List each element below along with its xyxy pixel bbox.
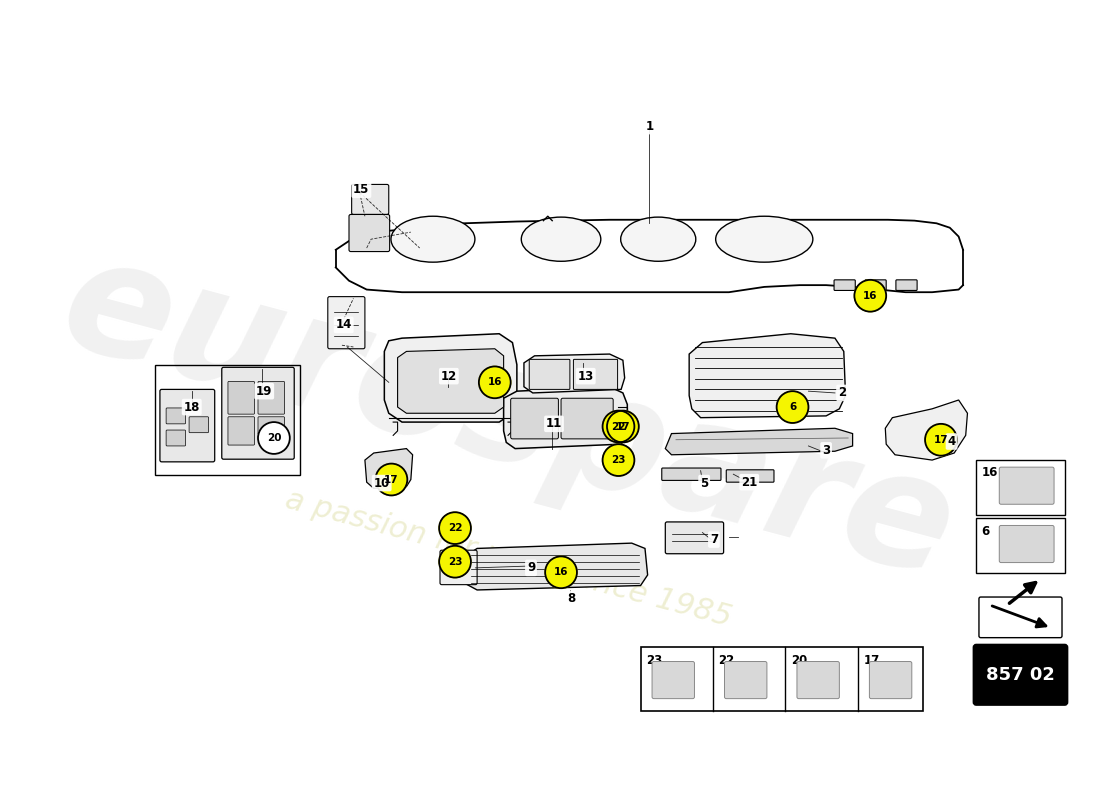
Text: 10: 10 (374, 477, 389, 490)
Text: 9: 9 (527, 562, 535, 574)
Circle shape (375, 464, 407, 495)
Circle shape (607, 410, 639, 442)
FancyBboxPatch shape (666, 522, 724, 554)
Text: 6: 6 (981, 525, 990, 538)
Text: 22: 22 (718, 654, 735, 667)
Text: eurospare: eurospare (46, 225, 970, 611)
Text: 17: 17 (384, 474, 398, 485)
Text: 16: 16 (487, 378, 502, 387)
Polygon shape (397, 349, 504, 414)
FancyBboxPatch shape (222, 367, 294, 459)
Text: 22: 22 (448, 523, 462, 533)
Text: 13: 13 (578, 370, 594, 382)
Text: 21: 21 (741, 476, 758, 489)
FancyBboxPatch shape (977, 518, 1065, 573)
Text: 15: 15 (353, 183, 370, 196)
FancyBboxPatch shape (865, 280, 887, 290)
FancyBboxPatch shape (726, 470, 774, 482)
Text: 23: 23 (646, 654, 662, 667)
Text: 6: 6 (789, 402, 796, 412)
FancyBboxPatch shape (798, 662, 839, 698)
Polygon shape (504, 386, 627, 449)
FancyBboxPatch shape (561, 398, 613, 439)
Circle shape (603, 444, 635, 476)
FancyBboxPatch shape (166, 430, 186, 446)
Circle shape (478, 366, 510, 398)
Circle shape (258, 422, 289, 454)
FancyBboxPatch shape (228, 417, 254, 445)
Circle shape (777, 391, 808, 423)
Ellipse shape (620, 217, 696, 262)
Polygon shape (365, 449, 412, 488)
FancyBboxPatch shape (979, 597, 1062, 638)
FancyBboxPatch shape (349, 214, 389, 251)
Polygon shape (690, 334, 846, 418)
FancyBboxPatch shape (529, 359, 570, 390)
FancyBboxPatch shape (977, 460, 1065, 515)
FancyBboxPatch shape (662, 468, 720, 481)
FancyBboxPatch shape (160, 390, 215, 462)
FancyBboxPatch shape (974, 645, 1067, 705)
Circle shape (925, 424, 957, 456)
FancyBboxPatch shape (834, 280, 856, 290)
Text: 17: 17 (934, 434, 948, 445)
FancyBboxPatch shape (510, 398, 559, 439)
Text: 5: 5 (700, 477, 708, 490)
Ellipse shape (521, 217, 601, 262)
Circle shape (546, 556, 578, 588)
Circle shape (439, 512, 471, 544)
Polygon shape (384, 334, 517, 422)
Text: 3: 3 (822, 444, 830, 457)
FancyBboxPatch shape (258, 382, 285, 414)
Polygon shape (524, 354, 625, 393)
Circle shape (855, 280, 887, 312)
FancyBboxPatch shape (258, 417, 285, 434)
Polygon shape (336, 220, 964, 292)
Text: 20: 20 (266, 433, 282, 443)
Text: a passion for parts since 1985: a passion for parts since 1985 (282, 486, 735, 633)
Circle shape (603, 410, 635, 442)
Text: 17: 17 (616, 422, 630, 431)
Text: 1: 1 (646, 120, 653, 133)
Text: 16: 16 (981, 466, 998, 479)
FancyBboxPatch shape (189, 417, 209, 433)
FancyBboxPatch shape (999, 467, 1054, 504)
Text: 16: 16 (864, 290, 878, 301)
Text: 8: 8 (568, 592, 575, 606)
Text: 11: 11 (546, 418, 562, 430)
Text: 18: 18 (184, 401, 200, 414)
FancyBboxPatch shape (573, 359, 617, 390)
Text: 14: 14 (336, 318, 352, 331)
Circle shape (439, 546, 471, 578)
Polygon shape (666, 428, 852, 454)
Text: 2: 2 (838, 386, 846, 399)
FancyBboxPatch shape (228, 382, 254, 414)
Text: 16: 16 (553, 567, 569, 578)
Text: 22: 22 (612, 422, 626, 431)
FancyBboxPatch shape (328, 297, 365, 349)
FancyBboxPatch shape (166, 408, 186, 424)
FancyBboxPatch shape (640, 647, 923, 711)
Polygon shape (886, 400, 968, 460)
Polygon shape (464, 543, 648, 590)
Text: 12: 12 (441, 370, 456, 382)
FancyBboxPatch shape (440, 550, 477, 585)
FancyBboxPatch shape (869, 662, 912, 698)
Text: 23: 23 (612, 455, 626, 465)
Ellipse shape (390, 216, 475, 262)
Ellipse shape (716, 216, 813, 262)
Text: 17: 17 (864, 654, 880, 667)
FancyBboxPatch shape (725, 662, 767, 698)
FancyBboxPatch shape (999, 526, 1054, 562)
FancyBboxPatch shape (352, 185, 388, 214)
Text: 23: 23 (448, 557, 462, 566)
Text: 20: 20 (791, 654, 807, 667)
Text: 7: 7 (710, 533, 718, 546)
FancyBboxPatch shape (895, 280, 917, 290)
Text: 4: 4 (947, 435, 956, 448)
Text: 19: 19 (256, 385, 273, 398)
Text: 857 02: 857 02 (986, 666, 1055, 684)
FancyBboxPatch shape (652, 662, 694, 698)
